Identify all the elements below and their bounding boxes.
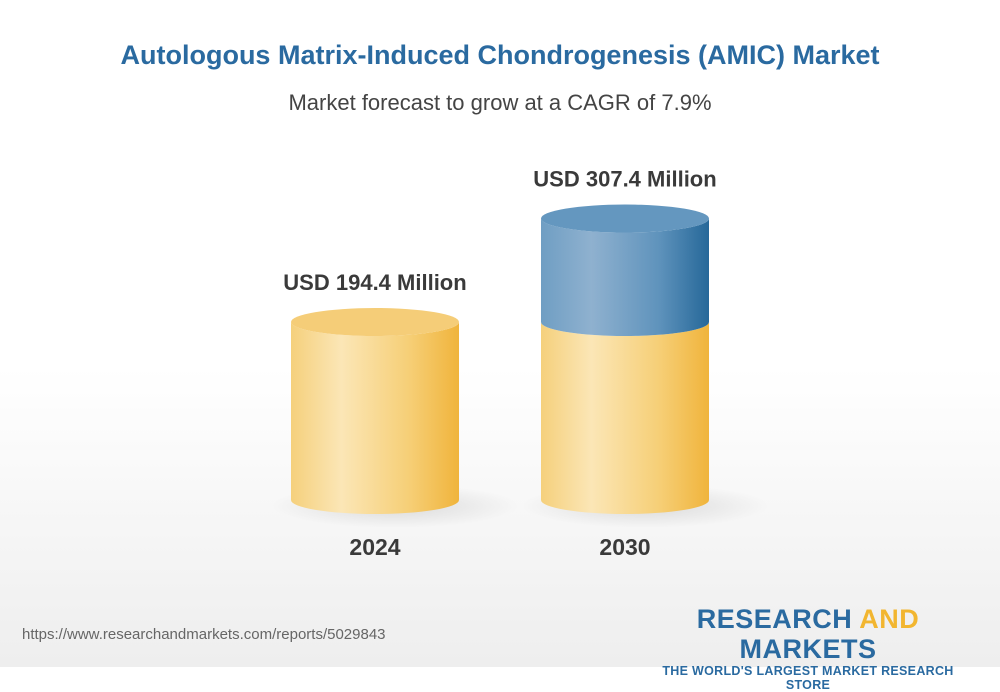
data-label: USD 307.4 Million (533, 167, 716, 192)
report-url[interactable]: https://www.researchandmarkets.com/repor… (22, 626, 386, 643)
research-and-markets-logo: RESEARCH AND MARKETS THE WORLD'S LARGEST… (662, 604, 954, 692)
chart-subtitle: Market forecast to grow at a CAGR of 7.9… (288, 90, 712, 115)
chart-title: Autologous Matrix-Induced Chondrogenesis… (120, 40, 880, 70)
bar-base-2024 (291, 322, 459, 514)
bar-top-2024 (291, 308, 459, 336)
x-tick-label: 2024 (349, 534, 400, 560)
data-label: USD 194.4 Million (283, 270, 466, 295)
bar-top-2030 (541, 204, 709, 233)
bar-growth-2030 (541, 218, 709, 336)
x-tick-label: 2030 (599, 534, 650, 560)
cylinder-chart: USD 194.4 Million 2024 USD 307.4 Million 20… (271, 167, 769, 560)
bar-base-2030 (541, 322, 709, 514)
